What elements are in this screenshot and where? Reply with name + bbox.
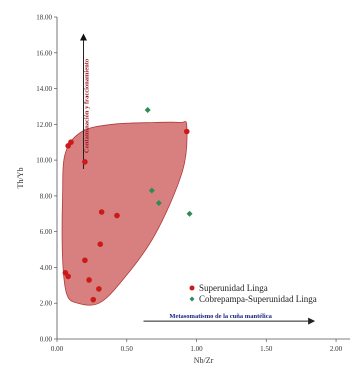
y-tick-label: 8.00 [40, 192, 53, 200]
data-point-linga [98, 209, 105, 215]
annotation-label: Metasomatismo de la cuña mantélica [169, 313, 272, 320]
legend-marker-linga [189, 285, 195, 291]
y-tick-label: 2.00 [40, 300, 53, 308]
y-tick-label: 4.00 [40, 264, 53, 272]
data-point-linga [68, 139, 74, 146]
y-tick-label: 12.00 [36, 121, 52, 129]
x-tick-label: 0.50 [121, 345, 134, 353]
data-point-cobrepampa [148, 187, 155, 194]
data-point-linga [65, 273, 71, 280]
x-tick-label: 2.00 [330, 345, 343, 353]
legend-label: Superunidad Linga [199, 283, 268, 293]
x-tick-label: 1.00 [190, 345, 203, 353]
x-tick-label: 0.00 [51, 345, 64, 353]
annotation-label: Contaminación y fraccionamiento [84, 59, 91, 153]
legend: Superunidad LingaCobrepampa-Superunidad … [189, 283, 317, 304]
axes-layer [56, 17, 350, 340]
data-point-linga [114, 212, 120, 219]
y-axis-label: Th/Yb [16, 168, 25, 189]
data-point-cobrepampa [144, 107, 151, 114]
x-axis-label: Nb/Zr [194, 356, 214, 365]
data-point-linga [86, 277, 92, 283]
data-point-linga [82, 159, 88, 165]
data-point-linga [82, 257, 88, 264]
y-tick-label: 0.00 [40, 336, 53, 344]
legend-marker-cobrepampa [189, 296, 195, 302]
x-tick-label: 1.50 [260, 345, 273, 353]
points-layer [62, 107, 193, 303]
annotation-layer: Contaminación y fraccionamiento Metasomat… [80, 33, 316, 325]
data-point-linga [183, 128, 190, 135]
legend-label: Cobrepampa-Superunidad Linga [199, 294, 317, 304]
y-tick-label: 16.00 [36, 49, 52, 57]
ticks-layer: 0.00 2.00 4.00 6.00 8.00 10.00 12.00 14.00 16.00… [36, 14, 342, 354]
y-tick-label: 6.00 [40, 228, 53, 236]
data-point-linga [97, 241, 104, 247]
data-point-cobrepampa [155, 200, 162, 207]
data-point-linga [96, 286, 102, 292]
y-tick-label: 14.00 [36, 85, 52, 93]
data-point-cobrepampa [186, 210, 193, 217]
y-tick-label: 10.00 [36, 157, 52, 165]
y-tick-label: 18.00 [36, 14, 52, 22]
data-point-linga [90, 296, 97, 303]
